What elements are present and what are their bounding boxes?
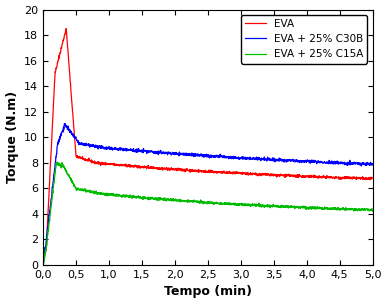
EVA [370,177,375,180]
EVA + 25% C15A [181,199,185,202]
EVA + 25% C30B [67,129,71,132]
Line: EVA + 25% C30B: EVA + 25% C30B [43,124,373,264]
EVA + 25% C30B [181,153,186,157]
EVA [188,170,192,174]
Y-axis label: Torque (N.m): Torque (N.m) [5,91,19,183]
EVA [194,169,198,173]
EVA + 25% C15A [67,174,71,178]
EVA + 25% C15A [80,187,84,191]
EVA [80,157,84,161]
EVA + 25% C15A [41,263,45,267]
EVA + 25% C15A [188,199,192,203]
Line: EVA: EVA [43,29,373,264]
EVA + 25% C30B [229,155,233,159]
EVA + 25% C30B [188,153,192,156]
EVA [41,263,45,266]
Line: EVA + 25% C15A: EVA + 25% C15A [43,162,373,265]
EVA + 25% C30B [41,262,45,266]
Legend: EVA, EVA + 25% C30B, EVA + 25% C15A: EVA, EVA + 25% C30B, EVA + 25% C15A [241,15,368,64]
EVA + 25% C30B [62,122,67,126]
EVA + 25% C30B [80,143,85,147]
EVA + 25% C15A [370,209,375,212]
EVA + 25% C15A [55,161,60,164]
EVA + 25% C30B [370,163,375,166]
EVA + 25% C15A [229,202,233,206]
EVA [64,27,68,30]
EVA + 25% C30B [194,153,199,157]
X-axis label: Tempo (min): Tempo (min) [164,285,252,299]
EVA + 25% C30B [41,262,46,266]
EVA [229,170,233,174]
EVA + 25% C15A [194,200,198,204]
EVA [67,62,71,66]
EVA [181,168,185,172]
